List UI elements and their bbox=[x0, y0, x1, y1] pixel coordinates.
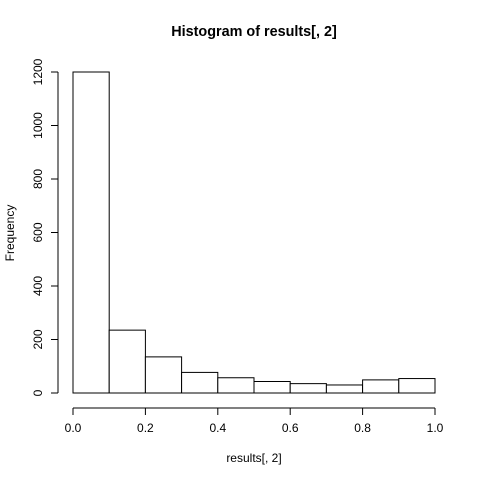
histogram-bar-5 bbox=[253, 380, 291, 394]
y-axis: 0 200 400 600 800 1000 1200 bbox=[31, 58, 59, 396]
histogram-bar-3 bbox=[181, 371, 219, 394]
x-tick-label-4: 0.8 bbox=[354, 421, 371, 435]
y-tick-label-1: 200 bbox=[31, 329, 45, 349]
histogram-bar-1 bbox=[108, 329, 146, 394]
y-tick-label-4: 800 bbox=[31, 169, 45, 189]
x-tick-label-1: 0.2 bbox=[137, 421, 154, 435]
x-tick-label-3: 0.6 bbox=[282, 421, 299, 435]
chart-title: Histogram of results[, 2] bbox=[171, 24, 337, 40]
y-axis-label: Frequency bbox=[3, 205, 17, 262]
x-tick-label-5: 1.0 bbox=[427, 421, 444, 435]
y-tick-label-3: 600 bbox=[31, 222, 45, 242]
histogram-bar-0 bbox=[72, 71, 110, 394]
histogram-bar-9 bbox=[398, 378, 436, 394]
bars-group bbox=[72, 71, 436, 394]
histogram-bar-4 bbox=[217, 377, 255, 394]
x-axis: 0.0 0.2 0.4 0.6 0.8 1.0 bbox=[65, 407, 444, 435]
y-tick-label-2: 400 bbox=[31, 276, 45, 296]
x-axis-label: results[, 2] bbox=[226, 451, 281, 465]
x-tick-label-2: 0.4 bbox=[209, 421, 226, 435]
histogram-bar-7 bbox=[325, 384, 364, 394]
y-tick-label-5: 1000 bbox=[31, 112, 45, 139]
y-tick-label-6: 1200 bbox=[31, 58, 45, 85]
histogram-bar-8 bbox=[362, 379, 400, 394]
histogram-bar-2 bbox=[144, 356, 183, 394]
y-tick-label-0: 0 bbox=[31, 389, 45, 396]
x-tick-label-0: 0.0 bbox=[65, 421, 82, 435]
histogram-bar-6 bbox=[289, 383, 327, 394]
